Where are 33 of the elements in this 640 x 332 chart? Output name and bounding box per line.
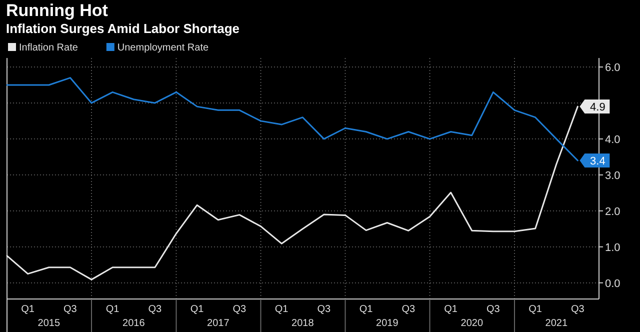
data-label: 3.4 <box>590 156 606 168</box>
x-tick-label: Q3 <box>64 304 78 315</box>
x2-tick-label: 2020 <box>460 318 484 329</box>
y-tick-label: 3.0 <box>605 170 620 182</box>
x2-tick-label: 2019 <box>376 318 399 329</box>
x-tick-label: Q3 <box>232 304 247 315</box>
y-tick-label: 0.0 <box>605 278 620 290</box>
data-label: 4.9 <box>590 102 606 114</box>
y-tick-label: 2.0 <box>605 206 620 218</box>
x-tick-label: Q1 <box>444 304 458 315</box>
x2-tick-label: 2015 <box>38 318 60 329</box>
x-tick-label: Q1 <box>359 304 374 315</box>
x2-tick-label: 2021 <box>545 318 568 329</box>
x-tick-label: Q3 <box>402 304 416 315</box>
y-tick-label: 4.0 <box>605 134 620 146</box>
x-tick-label: Q1 <box>190 304 204 315</box>
legend-label: Inflation Rate <box>19 42 78 54</box>
x-tick-label: Q3 <box>486 304 500 315</box>
x-tick-label: Q1 <box>21 304 35 315</box>
x-tick-label: Q1 <box>106 304 120 315</box>
x-tick-label: Q3 <box>317 304 332 315</box>
x-tick-label: Q3 <box>571 304 585 315</box>
x-tick-label: Q1 <box>528 304 542 315</box>
x2-tick-label: 2018 <box>292 318 314 329</box>
x-tick-label: Q1 <box>274 304 289 315</box>
x-tick-label: Q3 <box>148 304 162 315</box>
y-tick-label: 1.0 <box>605 242 620 254</box>
y-tick-label: 6.0 <box>605 62 620 74</box>
x2-tick-label: 2017 <box>207 318 230 329</box>
x2-tick-label: 2016 <box>122 318 146 329</box>
legend-label: Unemployment Rate <box>117 42 209 54</box>
chart-title: Running Hot <box>6 1 108 20</box>
chart-subtitle: Inflation Surges Amid Labor Shortage <box>6 21 240 36</box>
